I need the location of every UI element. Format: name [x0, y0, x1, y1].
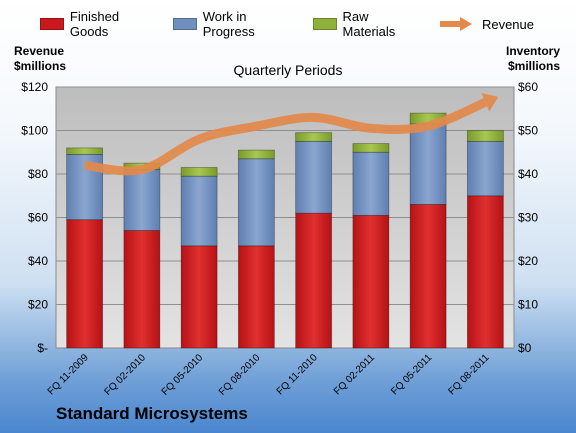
- bar-raw-materials: [66, 147, 104, 155]
- bar-work-in-progress: [409, 123, 447, 205]
- left-tick-label: $20: [28, 298, 48, 312]
- legend-label: Raw Materials: [342, 9, 396, 39]
- legend-arrow-icon: [439, 17, 472, 31]
- company-name: Standard Microsystems: [56, 404, 248, 423]
- legend-swatch: [40, 18, 64, 30]
- legend-label: Finished Goods: [69, 9, 120, 39]
- bar-finished-goods: [352, 214, 390, 349]
- legend-label: Revenue: [481, 16, 534, 32]
- right-tick-label: $40: [518, 167, 538, 181]
- left-axis-title-line2: $millions: [14, 59, 67, 73]
- category-label: FQ 08-2010: [217, 352, 263, 398]
- chart-subtitle: Quarterly Periods: [233, 62, 343, 78]
- right-tick-label: $20: [518, 254, 538, 268]
- category-label: FQ 05-2011: [389, 352, 434, 397]
- right-tick-label: $10: [518, 298, 538, 312]
- bar-finished-goods: [466, 195, 504, 349]
- category-label: FQ 11-2009: [46, 352, 91, 397]
- legend-swatch: [312, 18, 337, 30]
- legend: Finished Goods Work in Progress Raw Materi…: [40, 9, 560, 39]
- right-axis-title: Inventory $millions: [506, 44, 560, 74]
- category-label: FQ 05-2010: [160, 352, 206, 398]
- left-tick-label: $40: [28, 254, 48, 268]
- category-label: FQ 08-2011: [447, 352, 492, 397]
- bar-finished-goods: [409, 204, 447, 349]
- bar-raw-materials: [295, 132, 333, 142]
- left-tick-label: $60: [28, 211, 48, 225]
- category-label: FQ 02-2010: [102, 352, 148, 398]
- right-tick-label: $0: [518, 341, 532, 355]
- legend-item-finished-goods: Finished Goods: [40, 9, 147, 39]
- bar-work-in-progress: [180, 175, 218, 247]
- legend-item-revenue: Revenue: [438, 16, 534, 32]
- legend-item-work-in-progress: Work in Progress: [172, 9, 287, 39]
- bar-finished-goods: [295, 212, 333, 349]
- bar-raw-materials: [180, 167, 218, 177]
- right-tick-label: $60: [518, 80, 538, 94]
- bar-work-in-progress: [466, 140, 504, 197]
- bar-work-in-progress: [295, 140, 333, 214]
- left-tick-label: $-: [37, 341, 48, 355]
- legend-swatch: [172, 18, 197, 30]
- left-axis-title: Revenue $millions: [14, 44, 66, 74]
- revenue-arrowhead: [481, 92, 499, 112]
- right-axis-title-line2: $millions: [507, 59, 560, 73]
- bar-work-in-progress: [352, 151, 390, 216]
- bar-finished-goods: [66, 219, 104, 349]
- legend-item-raw-materials: Raw Materials: [312, 9, 412, 39]
- legend-label: Work in Progress: [202, 9, 255, 39]
- right-axis-title-line1: Inventory: [505, 44, 560, 58]
- bar-raw-materials: [466, 130, 504, 142]
- bar-work-in-progress: [237, 158, 275, 247]
- bar-finished-goods: [123, 230, 161, 349]
- bar-finished-goods: [237, 245, 275, 349]
- bar-raw-materials: [237, 149, 275, 160]
- bar-finished-goods: [180, 245, 218, 349]
- bar-raw-materials: [352, 143, 390, 153]
- revenue-line: [84, 98, 488, 176]
- category-label: FQ 02-2011: [332, 352, 377, 397]
- right-tick-label: $50: [518, 124, 538, 138]
- right-tick-label: $30: [518, 211, 538, 225]
- left-tick-label: $100: [21, 124, 48, 138]
- left-tick-label: $80: [28, 167, 48, 181]
- left-axis-title-line1: Revenue: [14, 44, 65, 58]
- bar-work-in-progress: [123, 169, 161, 231]
- category-label: FQ 11-2010: [275, 352, 320, 397]
- left-tick-label: $120: [21, 80, 48, 94]
